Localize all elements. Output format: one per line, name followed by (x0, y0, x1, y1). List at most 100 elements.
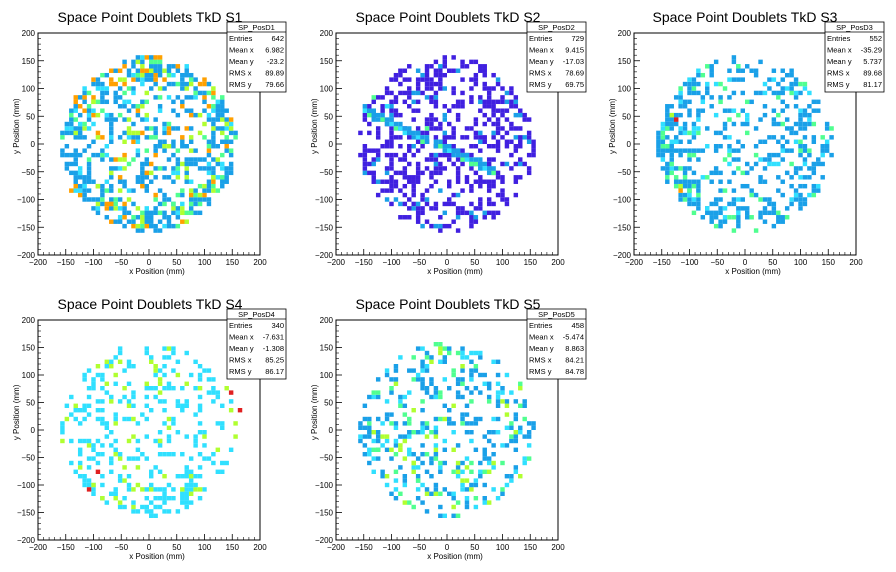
bin (384, 368, 390, 373)
bin (411, 206, 416, 211)
bin (389, 157, 394, 162)
bin (415, 175, 421, 180)
bin (678, 188, 683, 193)
y-tick-label: −200 (17, 251, 36, 260)
bin (705, 126, 710, 131)
bin (220, 403, 225, 408)
bin (402, 90, 408, 96)
bin (402, 183, 408, 189)
bin (126, 86, 132, 91)
bin (665, 112, 670, 118)
bin (362, 157, 368, 162)
bin (77, 135, 83, 140)
bin (122, 496, 127, 501)
bin (802, 108, 808, 113)
bin (745, 130, 750, 136)
bin (144, 170, 149, 176)
bin (424, 509, 430, 514)
bin (660, 144, 666, 149)
bin (358, 438, 363, 444)
bin (460, 412, 465, 417)
bin (473, 161, 479, 167)
bin (660, 135, 666, 140)
bin (380, 469, 385, 474)
bin (104, 112, 110, 118)
bin (117, 77, 123, 82)
bin (682, 130, 688, 136)
bin (522, 117, 527, 122)
bin (486, 430, 492, 435)
bin (420, 77, 425, 82)
bin (367, 460, 372, 466)
bin (673, 135, 679, 140)
bin (438, 81, 443, 87)
bin (518, 144, 523, 149)
stats-key: Entries (229, 34, 253, 43)
bin (206, 166, 212, 171)
bin (122, 183, 127, 189)
bin (420, 210, 425, 216)
bin (131, 394, 136, 400)
bin (202, 487, 207, 492)
bin (420, 206, 425, 211)
bin (771, 121, 777, 127)
bin (709, 72, 714, 78)
bin (215, 175, 221, 180)
bin (464, 504, 470, 510)
bin (682, 99, 688, 105)
bin (162, 355, 167, 360)
bin (206, 104, 212, 109)
bin (709, 201, 714, 207)
bin (233, 130, 238, 136)
bin (678, 86, 683, 91)
bin (100, 188, 105, 193)
bin (206, 144, 212, 149)
bin (486, 197, 492, 202)
bin (211, 144, 216, 149)
bin (424, 77, 430, 82)
bin (780, 86, 785, 91)
bin (407, 430, 412, 435)
bin (126, 487, 132, 492)
bin (478, 390, 483, 395)
bin (486, 117, 492, 122)
bin (197, 386, 203, 391)
bin (429, 377, 434, 382)
bin (60, 421, 65, 426)
bin (455, 228, 461, 233)
bin (184, 64, 189, 69)
bin (211, 390, 216, 395)
bin (95, 81, 101, 87)
bin (362, 166, 368, 171)
bin (473, 179, 479, 184)
bin (526, 166, 532, 171)
bin (157, 496, 163, 501)
bin (816, 183, 821, 189)
bin (100, 108, 105, 113)
bin (736, 148, 741, 153)
bin (415, 166, 421, 171)
bin (100, 443, 105, 448)
bin (153, 364, 158, 369)
x-tick-label: 200 (253, 258, 267, 267)
bin (700, 99, 706, 105)
bin (206, 390, 212, 395)
bin (228, 139, 234, 144)
bin (206, 152, 212, 158)
plot-title: Space Point Doublets TkD S5 (356, 296, 541, 312)
bin (824, 139, 830, 144)
bin (153, 130, 158, 136)
bin (669, 157, 674, 162)
bin (149, 72, 154, 78)
bin (438, 465, 443, 470)
bin (740, 77, 745, 82)
bin (727, 77, 732, 82)
bin (393, 77, 399, 82)
bin (753, 152, 759, 158)
bin (224, 117, 229, 122)
bin (433, 386, 439, 391)
stats-name: SP_PosD2 (538, 23, 575, 32)
bin (197, 183, 203, 189)
bin (86, 108, 92, 113)
bin (91, 206, 96, 211)
